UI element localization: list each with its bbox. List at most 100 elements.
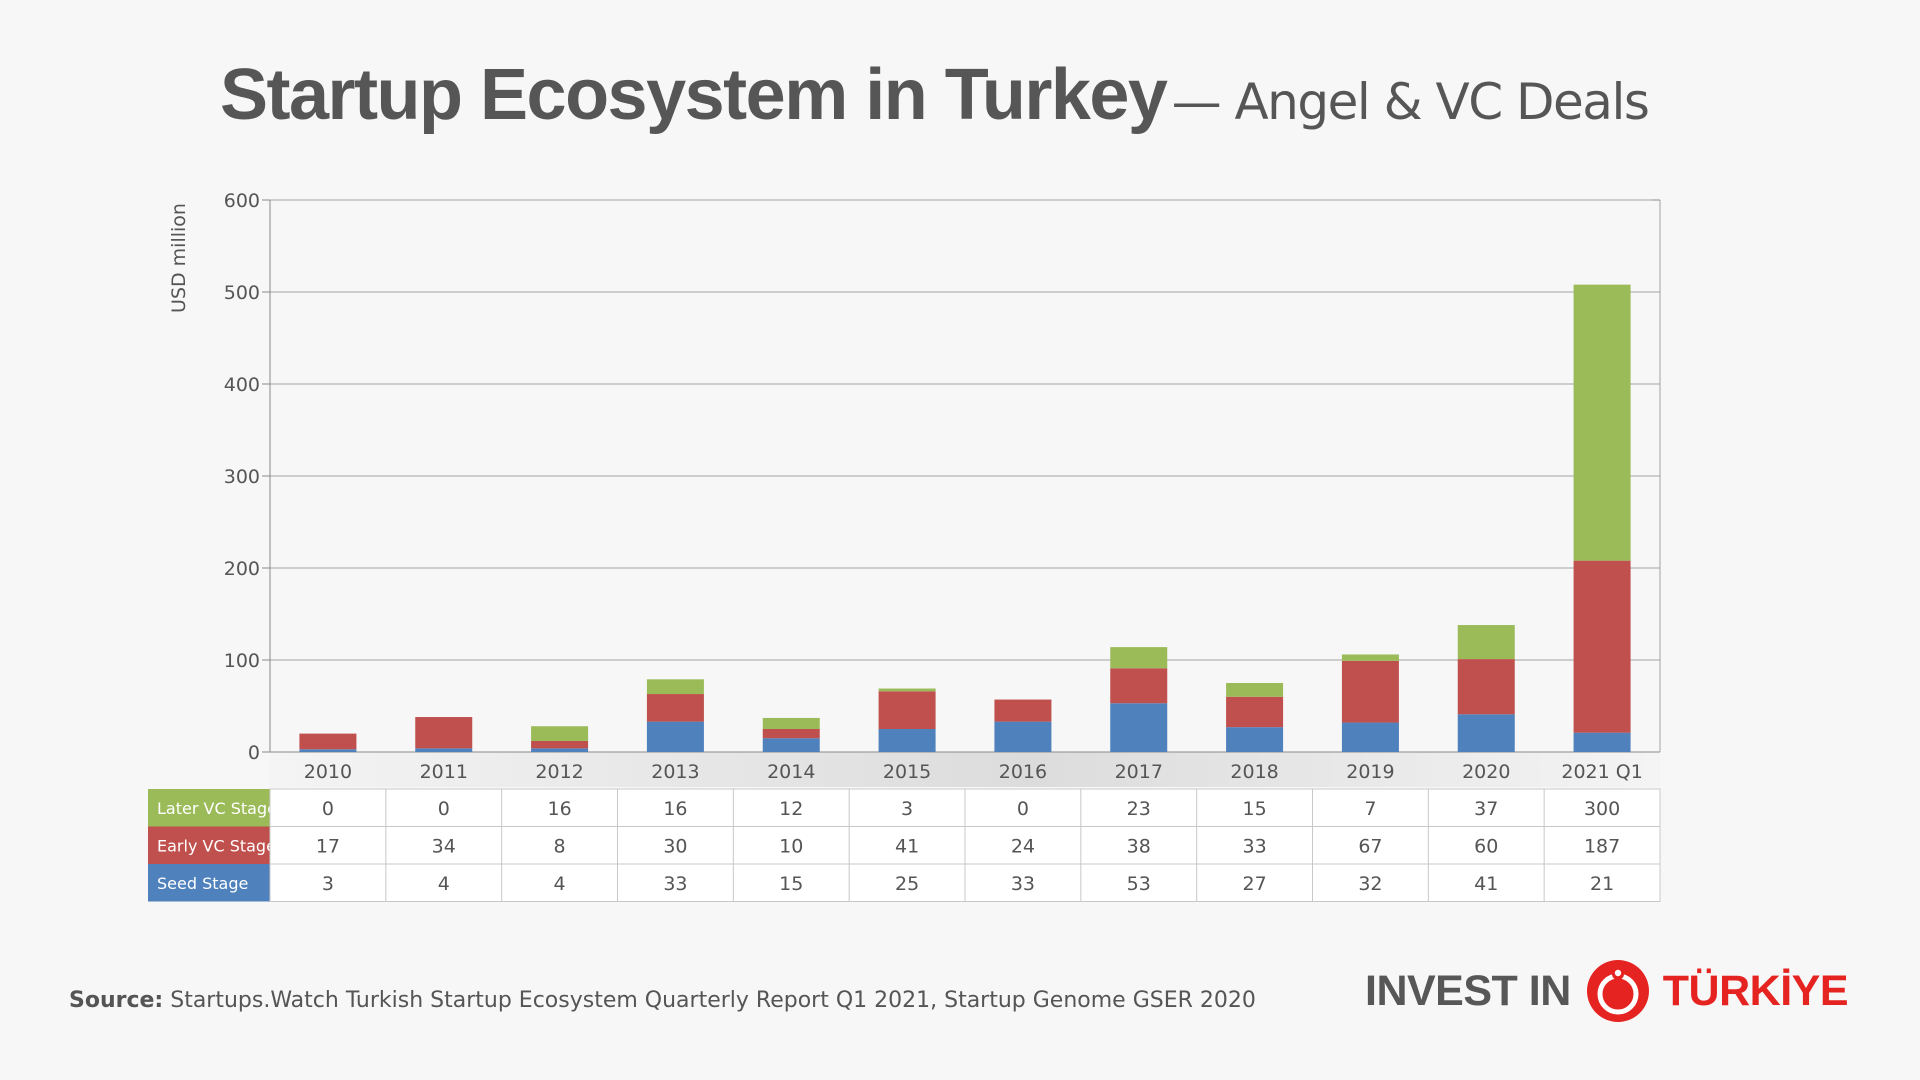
- table-legend-swatch: [148, 864, 270, 902]
- table-row-label: Seed Stage: [157, 874, 248, 893]
- bar-early-vc-stage: [994, 699, 1052, 722]
- source-note: Source: Startups.Watch Turkish Startup E…: [69, 988, 1256, 1013]
- bar-seed-stage: [531, 748, 589, 752]
- x-category-label: 2010: [304, 761, 352, 783]
- y-axis-label: USD million: [168, 203, 190, 313]
- table-cell-value: 34: [432, 835, 456, 857]
- bar-later-vc-stage: [762, 717, 820, 729]
- table-cell-value: 3: [322, 873, 334, 895]
- table-cell-value: 15: [779, 873, 803, 895]
- bar-seed-stage: [1573, 732, 1631, 752]
- bar-early-vc-stage: [762, 729, 820, 739]
- y-tick-label: 0: [248, 742, 260, 764]
- table-cell-value: 25: [895, 873, 919, 895]
- table-cell-value: 37: [1474, 798, 1498, 820]
- table-cell-value: 32: [1358, 873, 1382, 895]
- table-cell-value: 67: [1358, 835, 1382, 857]
- table-cell-value: 16: [547, 798, 571, 820]
- bar-early-vc-stage: [1573, 560, 1631, 733]
- x-category-label: 2014: [767, 761, 815, 783]
- table-cell-value: 12: [779, 798, 803, 820]
- table-cell-value: 53: [1127, 873, 1151, 895]
- category-band: [270, 752, 1660, 787]
- table-cell-value: 33: [1011, 873, 1035, 895]
- bar-seed-stage: [994, 721, 1052, 752]
- bar-seed-stage: [646, 721, 704, 752]
- table-cell-value: 10: [779, 835, 803, 857]
- chart-title: Startup Ecosystem in Turkey — Angel & VC…: [220, 54, 1650, 136]
- table-legend-swatch: [148, 789, 270, 827]
- table-cell-value: 41: [895, 835, 919, 857]
- source-label: Source:: [69, 988, 164, 1013]
- y-tick-label: 500: [224, 282, 260, 304]
- x-category-label: 2011: [420, 761, 468, 783]
- table-cell-value: 27: [1242, 873, 1266, 895]
- bar-seed-stage: [878, 729, 936, 752]
- bar-early-vc-stage: [299, 733, 357, 750]
- bar-later-vc-stage: [531, 726, 589, 741]
- table-cell-value: 7: [1364, 798, 1376, 820]
- x-category-label: 2013: [651, 761, 699, 783]
- bar-early-vc-stage: [878, 691, 936, 729]
- bar-early-vc-stage: [1341, 660, 1399, 723]
- bar-later-vc-stage: [646, 679, 704, 695]
- table-cell-value: 3: [901, 798, 913, 820]
- x-category-label: 2018: [1230, 761, 1278, 783]
- table-cell-value: 24: [1011, 835, 1035, 857]
- x-category-label: 2020: [1462, 761, 1510, 783]
- bar-seed-stage: [762, 738, 820, 752]
- y-tick-label: 300: [224, 466, 260, 488]
- table-cell-value: 4: [554, 873, 566, 895]
- title-main: Startup Ecosystem in Turkey: [220, 55, 1168, 135]
- y-tick-label: 100: [224, 650, 260, 672]
- source-text: Startups.Watch Turkish Startup Ecosystem…: [170, 988, 1256, 1013]
- bar-early-vc-stage: [531, 740, 589, 749]
- bar-later-vc-stage: [878, 688, 936, 692]
- table-cell-value: 33: [1242, 835, 1266, 857]
- table-cell-value: 187: [1584, 835, 1620, 857]
- table-cell-value: 0: [1017, 798, 1029, 820]
- bar-seed-stage: [1341, 722, 1399, 752]
- bar-seed-stage: [415, 748, 473, 752]
- x-category-label: 2016: [999, 761, 1047, 783]
- x-category-label: 2021 Q1: [1561, 761, 1642, 783]
- title-sub: — Angel & VC Deals: [1171, 73, 1650, 131]
- table-cell-value: 60: [1474, 835, 1498, 857]
- bar-early-vc-stage: [1110, 668, 1168, 704]
- table-cell-value: 17: [316, 835, 340, 857]
- bar-early-vc-stage: [1457, 659, 1515, 715]
- table-cell-value: 41: [1474, 873, 1498, 895]
- bar-seed-stage: [1110, 703, 1168, 752]
- x-category-label: 2012: [535, 761, 583, 783]
- table-legend-swatch: [148, 826, 270, 864]
- y-tick-label: 200: [224, 558, 260, 580]
- bar-seed-stage: [299, 749, 357, 752]
- bar-early-vc-stage: [1226, 696, 1284, 728]
- bar-early-vc-stage: [646, 694, 704, 722]
- bar-later-vc-stage: [1573, 284, 1631, 561]
- table-cell-value: 0: [322, 798, 334, 820]
- y-tick-label: 400: [224, 374, 260, 396]
- x-category-label: 2019: [1346, 761, 1394, 783]
- crescent-star-emblem-icon: [1586, 960, 1649, 1022]
- bar-early-vc-stage: [415, 717, 473, 749]
- bar-seed-stage: [1226, 727, 1284, 752]
- bar-later-vc-stage: [1341, 654, 1399, 661]
- bar-later-vc-stage: [1110, 647, 1168, 669]
- table-cell-value: 0: [438, 798, 450, 820]
- table-cell-value: 30: [663, 835, 687, 857]
- y-tick-label: 600: [224, 190, 260, 212]
- table-row-label: Later VC Stage: [157, 799, 277, 818]
- table-cell-value: 15: [1242, 798, 1266, 820]
- bar-seed-stage: [1457, 714, 1515, 752]
- table-cell-value: 16: [663, 798, 687, 820]
- x-category-label: 2015: [883, 761, 931, 783]
- bar-later-vc-stage: [1226, 683, 1284, 697]
- invest-in-turkiye-logo: INVEST IN TÜRKİYE: [1365, 958, 1849, 1024]
- table-row-label: Early VC Stage: [157, 836, 276, 855]
- logo-prefix: INVEST IN: [1365, 966, 1571, 1015]
- table-cell-value: 23: [1127, 798, 1151, 820]
- table-cell-value: 4: [438, 873, 450, 895]
- table-cell-value: 33: [663, 873, 687, 895]
- table-cell-value: 21: [1590, 873, 1614, 895]
